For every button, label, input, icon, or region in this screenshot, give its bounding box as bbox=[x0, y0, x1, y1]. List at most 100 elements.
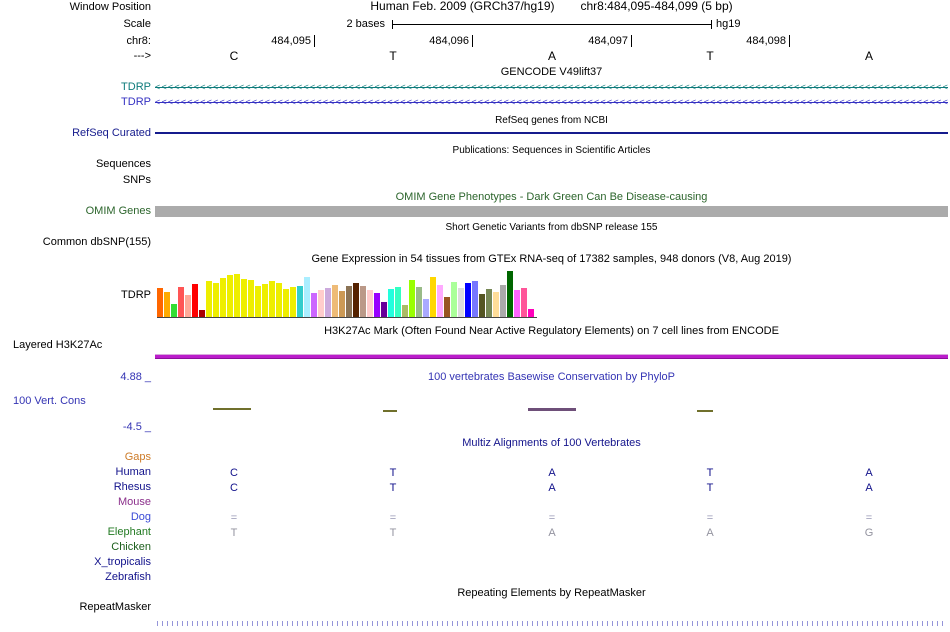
base-ruler-tick bbox=[262, 621, 263, 626]
gene-model-tdrp-1[interactable]: <<<<<<<<<<<<<<<<<<<<<<<<<<<<<<<<<<<<<<<<… bbox=[155, 81, 948, 94]
base-ruler-tick bbox=[797, 621, 798, 626]
gtex-expression-bar bbox=[514, 290, 520, 317]
base-ruler-tick bbox=[382, 621, 383, 626]
base-ruler-tick bbox=[482, 621, 483, 626]
base-ruler-tick bbox=[632, 621, 633, 626]
base-ruler-tick bbox=[352, 621, 353, 626]
multiz-species-elephant[interactable]: Elephant bbox=[107, 526, 151, 538]
base-ruler-tick bbox=[312, 621, 313, 626]
alignment-base: = bbox=[706, 512, 714, 524]
gtex-expression-bar bbox=[507, 271, 513, 317]
alignment-base: C bbox=[230, 482, 238, 494]
base-ruler-tick bbox=[837, 621, 838, 626]
omim-gene-bar[interactable] bbox=[155, 206, 948, 217]
refseq-curated-label[interactable]: RefSeq Curated bbox=[72, 127, 151, 139]
gtex-expression-bar bbox=[255, 286, 261, 317]
base-ruler-tick bbox=[437, 621, 438, 626]
base-ruler-tick bbox=[367, 621, 368, 626]
base-ruler-tick bbox=[272, 621, 273, 626]
base-ruler-tick bbox=[907, 621, 908, 626]
h3k27ac-track-label[interactable]: Layered H3K27Ac bbox=[13, 339, 103, 351]
gtex-expression-bar bbox=[458, 288, 464, 317]
gtex-expression-bar bbox=[164, 292, 170, 317]
base-ruler-tick bbox=[417, 621, 418, 626]
gtex-expression-bar bbox=[360, 286, 366, 317]
base-ruler-tick bbox=[852, 621, 853, 626]
base-ruler-tick bbox=[642, 621, 643, 626]
base-ruler-tick bbox=[307, 621, 308, 626]
gtex-expression-chart[interactable] bbox=[155, 270, 948, 318]
base-ruler-tick bbox=[317, 621, 318, 626]
base-ruler-tick bbox=[712, 621, 713, 626]
multiz-species-mouse[interactable]: Mouse bbox=[117, 496, 151, 508]
alignment-base: T bbox=[706, 467, 714, 479]
window-position-title: Human Feb. 2009 (GRCh37/hg19) chr8:484,09… bbox=[155, 0, 948, 13]
alignment-base: A bbox=[706, 527, 714, 539]
multiz-species-human[interactable]: Human bbox=[115, 466, 151, 478]
omim-genes-label[interactable]: OMIM Genes bbox=[85, 205, 151, 217]
gtex-expression-bar bbox=[395, 287, 401, 317]
multiz-alignment-row bbox=[155, 496, 948, 510]
base-ruler-tick bbox=[862, 621, 863, 626]
base-ruler-tick bbox=[507, 621, 508, 626]
gtex-expression-bar bbox=[423, 299, 429, 317]
base-ruler-tick bbox=[647, 621, 648, 626]
base-ruler-tick bbox=[747, 621, 748, 626]
base-ruler-tick bbox=[537, 621, 538, 626]
snps-label[interactable]: SNPs bbox=[122, 174, 151, 186]
base-ruler-tick bbox=[412, 621, 413, 626]
sequences-label[interactable]: Sequences bbox=[95, 158, 151, 170]
position-ruler[interactable]: 484,095 484,096 484,097 484,098 bbox=[155, 35, 948, 48]
base-position-ruler[interactable] bbox=[155, 620, 948, 628]
base-ruler-tick bbox=[522, 621, 523, 626]
gtex-expression-bar bbox=[437, 285, 443, 317]
h3k27ac-signal[interactable] bbox=[155, 355, 948, 358]
refseq-gene-bar[interactable] bbox=[155, 132, 948, 134]
gene-model-tdrp-2[interactable]: <<<<<<<<<<<<<<<<<<<<<<<<<<<<<<<<<<<<<<<<… bbox=[155, 96, 948, 109]
base-ruler-tick bbox=[767, 621, 768, 626]
window-position-label: Window Position bbox=[69, 1, 151, 13]
phylop-track-label[interactable]: 100 Vert. Cons bbox=[13, 395, 86, 407]
ruler-position-label: 484,097 bbox=[588, 35, 628, 47]
multiz-species-gaps[interactable]: Gaps bbox=[124, 451, 151, 463]
base-ruler-tick bbox=[292, 621, 293, 626]
gtex-baseline bbox=[157, 317, 537, 318]
dbsnp-label[interactable]: Common dbSNP(155) bbox=[42, 236, 151, 248]
base-ruler-tick bbox=[182, 621, 183, 626]
gtex-gene-label[interactable]: TDRP bbox=[121, 289, 151, 301]
base-ruler-tick bbox=[287, 621, 288, 626]
base-ruler-tick bbox=[297, 621, 298, 626]
phylop-conservation-mark bbox=[213, 408, 251, 410]
base-ruler-tick bbox=[812, 621, 813, 626]
multiz-species-chicken[interactable]: Chicken bbox=[111, 541, 151, 553]
base-ruler-tick bbox=[252, 621, 253, 626]
repeatmasker-label[interactable]: RepeatMasker bbox=[79, 601, 151, 613]
base-ruler-tick bbox=[322, 621, 323, 626]
base-ruler-tick bbox=[917, 621, 918, 626]
gtex-expression-bar bbox=[248, 280, 254, 317]
base-ruler-tick bbox=[282, 621, 283, 626]
gene-label-tdrp-2[interactable]: TDRP bbox=[121, 96, 151, 108]
base-ruler-tick bbox=[722, 621, 723, 626]
base-ruler-tick bbox=[212, 621, 213, 626]
multiz-species-rhesus[interactable]: Rhesus bbox=[113, 481, 151, 493]
base-ruler-tick bbox=[562, 621, 563, 626]
gtex-expression-bar bbox=[220, 278, 226, 317]
base-ruler-tick bbox=[492, 621, 493, 626]
multiz-species-x-tropicalis[interactable]: X_tropicalis bbox=[94, 556, 151, 568]
multiz-alignment-row: = = = = = bbox=[155, 511, 948, 525]
base-ruler-tick bbox=[432, 621, 433, 626]
gtex-expression-bar bbox=[283, 289, 289, 317]
phylop-wiggle[interactable] bbox=[155, 399, 948, 413]
gene-label-tdrp-1[interactable]: TDRP bbox=[121, 81, 151, 93]
base-ruler-tick bbox=[892, 621, 893, 626]
multiz-species-zebrafish[interactable]: Zebrafish bbox=[105, 571, 151, 583]
gtex-expression-bar bbox=[297, 286, 303, 317]
assembly-title: Human Feb. 2009 (GRCh37/hg19) bbox=[370, 0, 555, 13]
multiz-species-dog[interactable]: Dog bbox=[130, 511, 151, 523]
base-ruler-tick bbox=[512, 621, 513, 626]
base-ruler-tick bbox=[542, 621, 543, 626]
alignment-base: C bbox=[230, 467, 238, 479]
